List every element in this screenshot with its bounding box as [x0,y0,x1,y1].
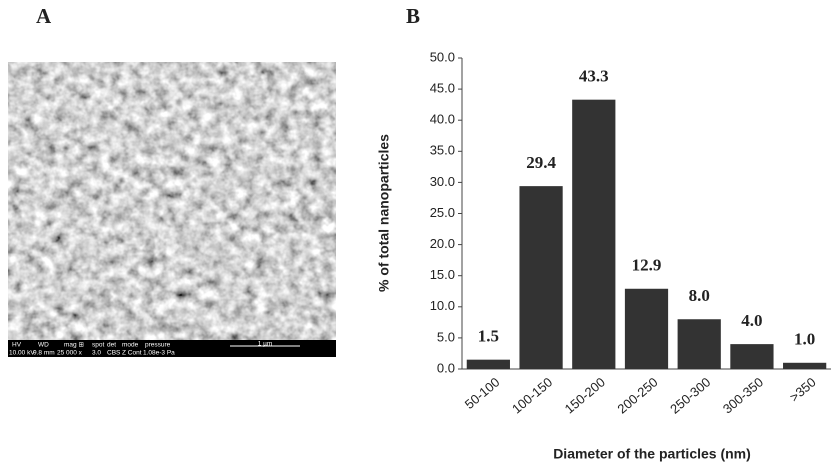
bar [572,99,616,369]
x-tick-label: 50-100 [462,374,503,412]
info-value: 3.0 [92,350,101,357]
x-axis-title: Diameter of the particles (nm) [553,446,751,462]
info-header: mode [122,342,139,349]
bar [783,362,827,369]
value-label: 43.3 [579,67,609,86]
sem-texture [8,62,336,340]
info-bar [8,340,336,357]
info-value: 1.08e-3 Pa [143,350,175,357]
y-axis-title: % of total nanoparticles [376,134,392,292]
info-value: CBS [107,350,121,357]
y-tick-label: 30.0 [430,174,455,189]
info-value: 10.00 kV [9,350,35,357]
value-label: 1.5 [478,327,499,346]
value-label: 4.0 [741,311,762,330]
x-tick-label: 200-250 [614,374,660,416]
info-header: spot [92,342,104,349]
bar [466,359,510,369]
x-tick-label: 100-150 [509,374,555,416]
y-tick-label: 25.0 [430,205,455,220]
info-header: pressure [145,342,171,349]
info-header: mag ⊞ [64,342,84,349]
y-tick-label: 5.0 [437,329,455,344]
value-label: 1.0 [794,330,815,349]
x-tick-label: 300-350 [720,374,766,416]
panel-label: A [36,4,52,28]
y-tick-label: 10.0 [430,298,455,313]
x-tick-label: >350 [787,374,819,404]
x-tick-label: 150-200 [562,374,608,416]
info-value: 9.8 mm [33,350,55,357]
sem-image: 1 µm [8,62,336,357]
y-tick-label: 50.0 [430,49,455,64]
info-header: HV [12,342,22,349]
y-tick-label: 45.0 [430,81,455,96]
y-tick-label: 40.0 [430,112,455,127]
y-tick-label: 35.0 [430,143,455,158]
info-header: WD [38,342,49,349]
scale-label: 1 µm [258,341,273,348]
y-tick-label: 0.0 [437,360,455,375]
bar [519,186,563,369]
y-tick-label: 15.0 [430,267,455,282]
value-label: 12.9 [632,256,662,275]
y-tick-label: 20.0 [430,236,455,251]
value-label: 8.0 [689,286,710,305]
info-header: det [107,342,116,349]
bar [677,319,721,369]
value-label: 29.4 [526,153,556,172]
x-tick-label: 250-300 [667,374,713,416]
info-value: 25 000 x [57,350,83,357]
panel-label: B [406,4,420,28]
bar [730,344,774,369]
info-value: Z Cont [122,350,142,357]
bar [624,288,669,369]
